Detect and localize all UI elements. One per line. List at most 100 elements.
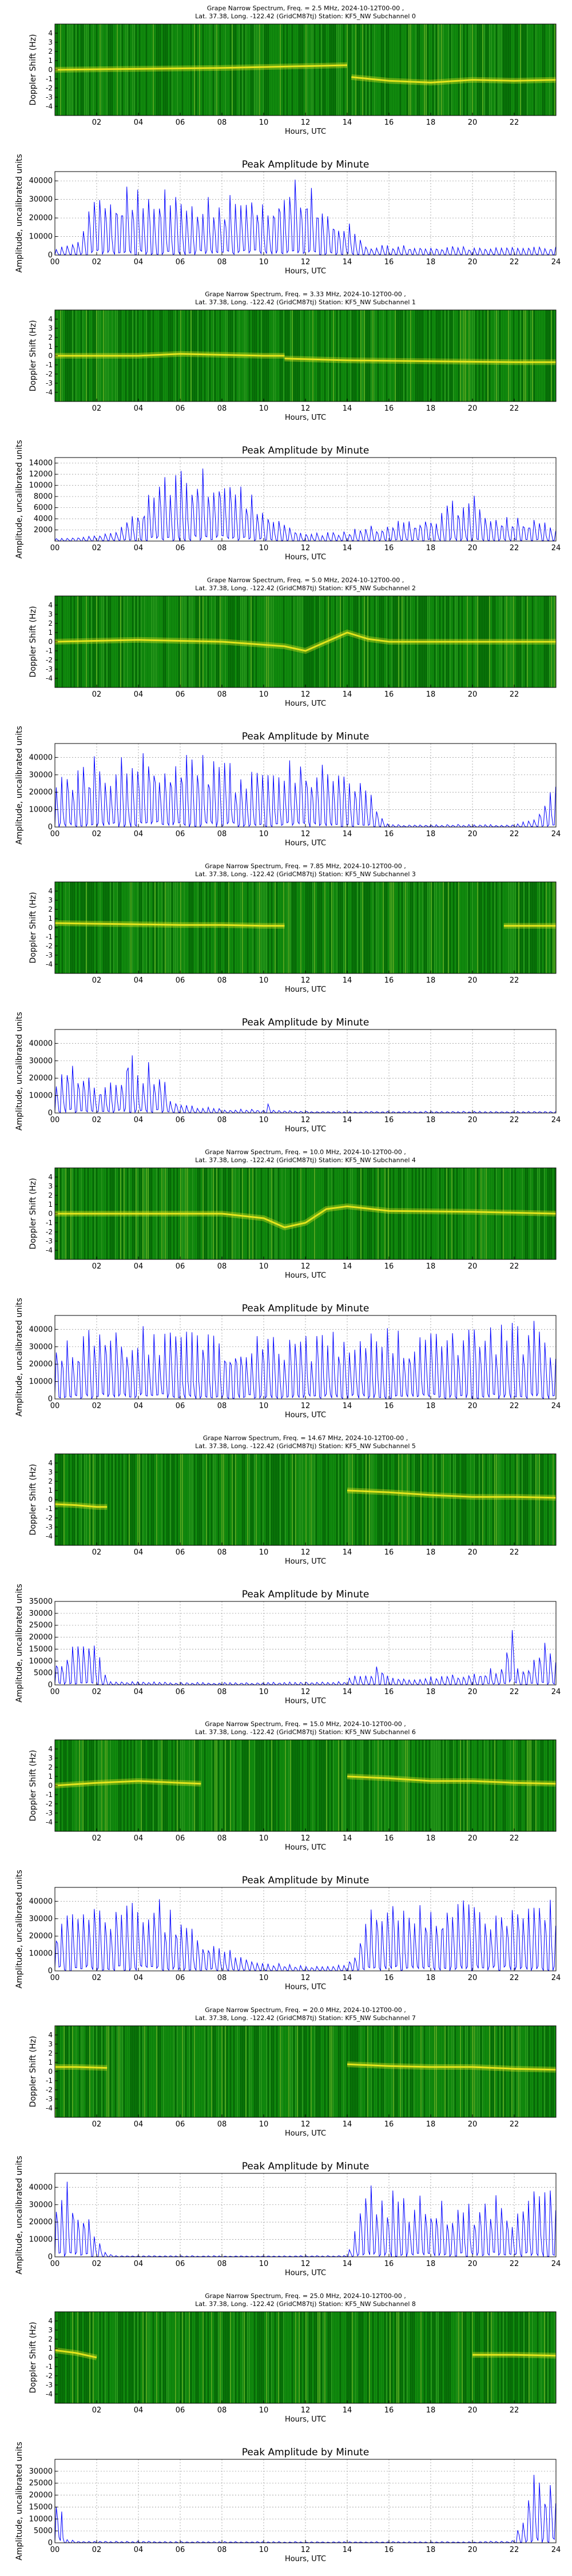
x-tick-label: 22 <box>510 118 519 127</box>
spectrogram-streak <box>444 310 446 401</box>
spectrogram-streak <box>420 1740 422 1831</box>
spectrogram-streak <box>460 24 461 116</box>
spectrogram-streak <box>163 596 164 687</box>
spectrogram-streak <box>132 2026 133 2117</box>
spectrogram-streak <box>175 24 176 116</box>
spectrogram-streak <box>379 1740 380 1831</box>
spectrogram-streak <box>398 1740 399 1831</box>
spectrogram-streak <box>199 24 200 116</box>
x-tick-label: 20 <box>468 2546 478 2554</box>
spectrogram-streak <box>196 1454 197 1545</box>
spectrogram-streak <box>269 2312 271 2403</box>
spectrogram-streak <box>261 596 262 687</box>
spectrogram-streak <box>549 1454 550 1545</box>
spectrogram-streak <box>148 24 149 116</box>
spectrogram-streak <box>98 596 99 687</box>
spectrogram-streak <box>383 1740 384 1831</box>
spectrogram-streak <box>474 882 475 973</box>
spectrogram-streak <box>323 1454 324 1545</box>
spectrogram-streak <box>103 2312 104 2403</box>
spectrogram-streak <box>479 1740 480 1831</box>
spectrogram-streak <box>257 882 259 973</box>
spectrogram-streak <box>505 1454 506 1545</box>
spectrogram-streak <box>532 882 533 973</box>
spectrogram-streak <box>336 882 337 973</box>
spectrogram-streak <box>288 24 289 116</box>
spectrogram-streak <box>362 1454 363 1545</box>
spectrogram-streak <box>239 1740 240 1831</box>
spectrogram-streak <box>472 24 473 116</box>
spectrogram-streak <box>547 24 549 116</box>
x-tick-label: 22 <box>510 2260 519 2268</box>
y-tick-label: -1 <box>46 2363 53 2371</box>
spectrogram-streak <box>431 1740 432 1831</box>
spectrogram-streak <box>213 2026 214 2117</box>
spectrogram-streak <box>352 2026 353 2117</box>
spectrogram-streak <box>93 2026 94 2117</box>
spectrogram-streak <box>221 310 223 401</box>
y-tick-label: -3 <box>46 1237 53 1245</box>
spectrogram-streak <box>214 1454 216 1545</box>
spectrogram-streak <box>287 2312 288 2403</box>
spectrogram-streak <box>517 310 518 401</box>
spectrogram-streak <box>142 2312 144 2403</box>
spectrogram-streak <box>239 596 240 687</box>
spectrogram-streak <box>130 2312 132 2403</box>
spectrogram-streak <box>70 1454 72 1545</box>
spectrogram-streak <box>477 1454 478 1545</box>
spectrogram-streak <box>74 2026 75 2117</box>
y-axis-label: Doppler Shift (Hz) <box>29 34 38 106</box>
spectrogram-streak <box>443 24 444 116</box>
spectrogram-streak <box>391 1168 392 1259</box>
spectrogram-streak <box>142 882 144 973</box>
spectrogram-streak <box>302 1740 303 1831</box>
spectrogram-streak <box>542 2312 543 2403</box>
x-tick-label: 06 <box>176 404 185 413</box>
spectrogram-streak <box>172 2026 173 2117</box>
spectrogram-streak <box>220 1740 221 1831</box>
x-tick-label: 08 <box>217 258 227 267</box>
spectrogram-streak <box>530 310 531 401</box>
x-tick-label: 08 <box>217 830 227 838</box>
spectrogram-streak <box>549 1740 550 1831</box>
spectrogram-streak <box>501 2312 502 2403</box>
spectrogram-streak <box>462 24 463 116</box>
spectrogram-streak <box>307 882 308 973</box>
spectrogram-streak <box>88 882 89 973</box>
spectrogram-streak <box>287 596 288 687</box>
spectrogram-streak <box>278 1740 279 1831</box>
spectrogram-streak <box>446 1454 447 1545</box>
spectrogram-streak <box>468 1168 470 1259</box>
spectrogram-streak <box>321 1740 322 1831</box>
spectrogram-streak <box>331 24 332 116</box>
spectrogram-streak <box>117 2026 118 2117</box>
spectrogram-streak <box>312 24 313 116</box>
x-tick-label: 16 <box>384 1262 394 1271</box>
spectrogram-streak <box>132 882 133 973</box>
spectrogram-streak <box>415 310 416 401</box>
spectrogram-streak <box>312 1740 313 1831</box>
spectrogram-streak <box>467 1740 468 1831</box>
y-tick-label: 30000 <box>29 1057 53 1066</box>
spectrogram-streak <box>340 2026 341 2117</box>
spectrogram-streak <box>281 2026 283 2117</box>
spectrogram-streak <box>331 882 332 973</box>
spectrogram-streak <box>496 1454 497 1545</box>
spectrogram-streak <box>278 2312 279 2403</box>
spectrogram-streak <box>415 1454 416 1545</box>
spectrogram-streak <box>113 2312 114 2403</box>
spectrogram-streak <box>371 1454 372 1545</box>
spectrogram-streak <box>372 1740 374 1831</box>
spectrogram-streak <box>60 2312 61 2403</box>
spectrogram-streak <box>347 596 348 687</box>
spectrogram-streak <box>357 1740 358 1831</box>
spectrogram-streak <box>259 2026 260 2117</box>
spectrogram-streak <box>383 882 384 973</box>
spectrogram-streak <box>158 882 159 973</box>
spectrogram-streak <box>467 882 468 973</box>
spectrogram-streak <box>510 2312 511 2403</box>
spectrogram-streak <box>165 1454 166 1545</box>
y-tick-label: 4 <box>48 601 53 609</box>
spectrogram-streak <box>367 1454 368 1545</box>
spectrogram-streak <box>115 596 116 687</box>
